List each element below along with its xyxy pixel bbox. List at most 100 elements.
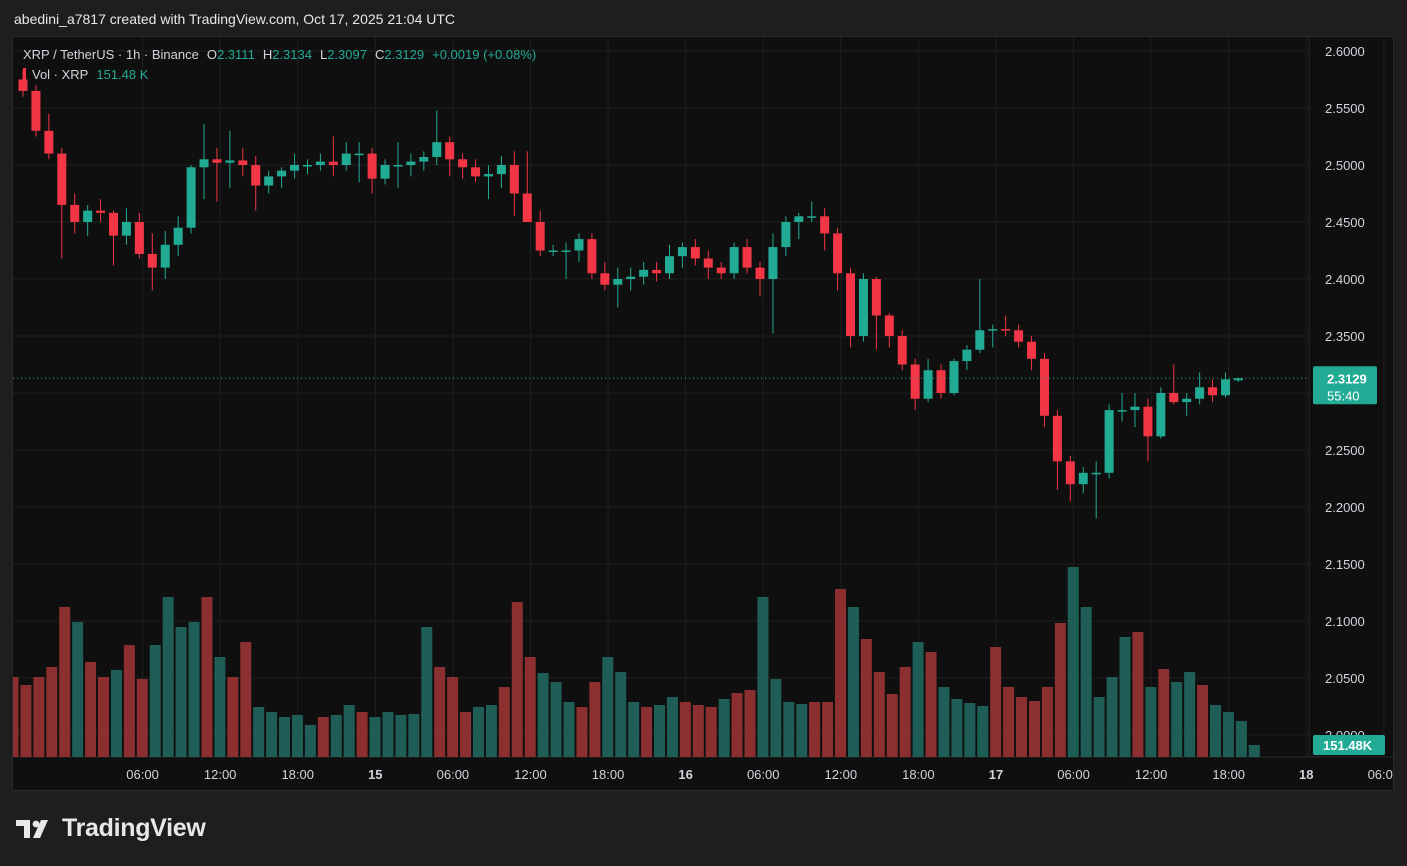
volume-bar [408,714,420,757]
price-tick-label: 2.2500 [1325,443,1365,458]
candle-body [742,247,752,268]
volume-bar [1248,745,1260,757]
volume-label: Vol · XRP [32,67,89,82]
candle-body [251,165,261,186]
candle-body [44,130,54,154]
volume-bar [1197,685,1209,757]
volume-bar [13,677,19,757]
candle-body [471,167,481,177]
candle-body [833,233,843,274]
volume-bar [757,597,769,757]
volume-bar [835,589,847,757]
volume-bar [1209,705,1221,757]
volume-bar [1145,687,1157,757]
volume-bar [1222,712,1234,757]
volume-bar [201,597,213,757]
time-tick-label: 12:00 [825,767,858,782]
volume-bar [744,690,756,757]
candle-body [1001,329,1011,331]
candle-body [18,79,28,91]
volume-bar [641,707,653,757]
tradingview-logo[interactable]: TradingView [16,814,206,843]
volume-bar [33,677,45,757]
time-tick-label: 12:00 [204,767,237,782]
candle-body [755,267,765,279]
volume-bar [550,682,562,757]
volume-bar [240,642,252,757]
candle-body [199,159,209,168]
candle-body [716,267,726,274]
chart-panel[interactable]: 2.6000 2.5500 2.5000 2.4500 2.4000 2.3500 2.25… [12,36,1394,791]
candle-body [690,247,700,259]
volume-bar [1132,632,1144,757]
countdown-label: 55:40 [1327,388,1360,403]
volume-bar [317,717,329,757]
time-tick-label: 06:00 [1057,767,1090,782]
candle-body [57,153,67,205]
candle-body [820,216,830,234]
volume-bar [860,639,872,757]
candle-body [794,216,804,222]
open-value: 2.3111 [216,47,255,62]
volume-bar [576,707,588,757]
candle-body [31,90,41,131]
candle-body [496,165,506,175]
volume-bar [123,645,135,757]
price-tick-label: 2.6000 [1325,44,1365,59]
candle-body [975,330,985,350]
tradingview-logo-icon [16,819,48,838]
price-tick-label: 2.4500 [1325,215,1365,230]
candle-body [186,167,196,228]
current-price-tag [1313,366,1377,405]
candle-body [587,239,597,274]
volume-bar [990,647,1002,757]
candle-body [96,210,106,213]
candle-body [1117,410,1127,412]
change-value: +0.0019 (+0.08%) [432,47,537,62]
candle-body [1169,393,1179,403]
time-tick-label: 18:00 [281,767,314,782]
volume-bar [589,682,601,757]
candle-body [884,315,894,336]
candle-body [781,222,791,248]
candle-body [923,370,933,399]
volume-bar [279,717,291,757]
volume-bar [343,705,355,757]
volume-bar [149,645,161,757]
candle-body [393,165,403,167]
candle-body [83,210,93,222]
volume-bar [809,702,821,757]
volume-bar [679,702,691,757]
volume-bar [615,672,627,757]
candle-body [1156,393,1166,437]
candlestick-chart[interactable]: 2.6000 2.5500 2.5000 2.4500 2.4000 2.3500 2.25… [13,37,1394,791]
volume-bar [460,712,472,757]
time-tick-label: 18 [1299,767,1313,782]
candle-body [290,165,300,171]
volume-bar [46,667,58,757]
candle-body [328,161,338,165]
volume-bar [356,712,368,757]
candle-body [1233,378,1243,381]
price-tick-label: 2.1500 [1325,557,1365,572]
candle-body [147,253,157,268]
volume-bar [266,712,278,757]
volume-bar [1106,677,1118,757]
volume-bar [1171,682,1183,757]
candle-body [1052,415,1062,462]
time-tick-label: 18:00 [1212,767,1245,782]
volume-bar [692,705,704,757]
volume-bar [964,703,976,757]
candle-body [483,174,493,177]
volume-bar [188,622,200,757]
price-tick-label: 2.5000 [1325,158,1365,173]
candle-body [458,159,468,168]
volume-bar [369,717,381,757]
volume-bar [1119,637,1131,757]
volume-bar [796,704,808,757]
candle-body [677,247,687,257]
time-tick-label: 16 [678,767,692,782]
time-tick-label: 18:00 [592,767,625,782]
candle-body [535,222,545,251]
volume-bar [1067,567,1079,757]
